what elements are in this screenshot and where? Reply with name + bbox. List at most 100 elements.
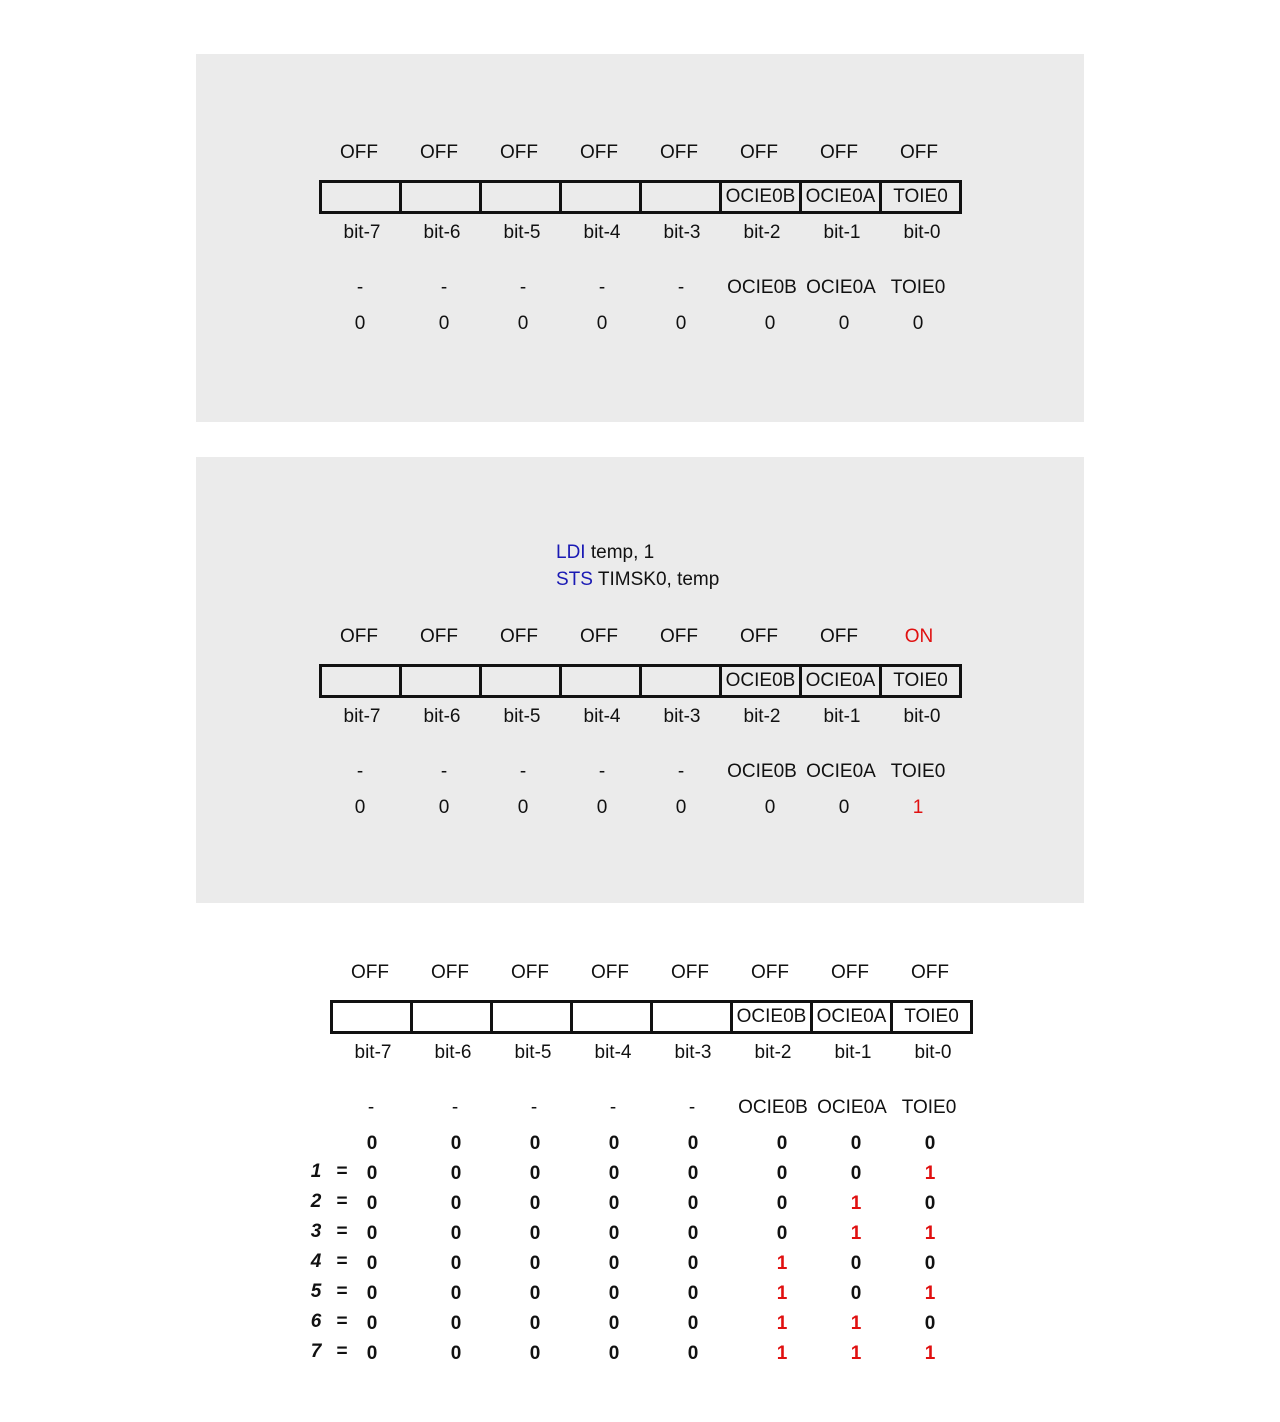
bit-name-label: - xyxy=(677,761,685,782)
bit-index-label: bit-0 xyxy=(914,1042,952,1063)
bit-name-label: - xyxy=(598,277,606,298)
bit-status-label: OFF xyxy=(420,626,458,647)
row-bit-value: 1 xyxy=(776,1253,788,1274)
row-bit-value: 0 xyxy=(450,1343,462,1364)
bit-index-label: bit-5 xyxy=(514,1042,552,1063)
register-box: OCIE0B OCIE0A TOIE0 xyxy=(319,180,962,214)
bit-value: 0 xyxy=(596,313,608,334)
bit-name-label: - xyxy=(367,1097,375,1118)
register-cell xyxy=(562,667,642,695)
row-bit-value: 0 xyxy=(608,1193,620,1214)
register-box: OCIE0B OCIE0A TOIE0 xyxy=(319,664,962,698)
register-cell xyxy=(573,1003,653,1031)
bit-value: 0 xyxy=(850,1133,862,1154)
bit-index-label: bit-7 xyxy=(343,706,381,727)
bit-index-label: bit-5 xyxy=(503,222,541,243)
bit-name-label: - xyxy=(530,1097,538,1118)
bit-status-label: OFF xyxy=(340,142,378,163)
row-bit-value: 0 xyxy=(850,1163,862,1184)
row-bit-value: 1 xyxy=(776,1313,788,1334)
bit-value: 0 xyxy=(764,313,776,334)
bit-status-label: OFF xyxy=(591,962,629,983)
row-bit-value: 0 xyxy=(776,1163,788,1184)
row-bit-value: 0 xyxy=(529,1343,541,1364)
bit-name-label: TOIE0 xyxy=(890,761,946,782)
bit-status-label: ON xyxy=(904,626,934,647)
bit-value: 0 xyxy=(354,313,366,334)
bit-name-label: OCIE0A xyxy=(817,1097,887,1118)
row-bit-value: 0 xyxy=(687,1313,699,1334)
bit-name-label: OCIE0A xyxy=(806,277,876,298)
register-cell xyxy=(642,183,722,211)
register-box: OCIE0B OCIE0A TOIE0 xyxy=(330,1000,973,1034)
row-bit-value: 1 xyxy=(924,1223,936,1244)
register-cell: TOIE0 xyxy=(893,670,948,691)
bit-status-label: OFF xyxy=(500,626,538,647)
bit-value: 0 xyxy=(366,1133,378,1154)
row-equals: = xyxy=(336,1341,348,1362)
bit-value: 0 xyxy=(838,797,850,818)
bit-value: 0 xyxy=(596,797,608,818)
bit-value: 0 xyxy=(438,797,450,818)
row-equals: = xyxy=(336,1191,348,1212)
bit-value: 1 xyxy=(912,797,924,818)
row-number: 1 xyxy=(310,1161,322,1182)
row-bit-value: 0 xyxy=(529,1163,541,1184)
bit-index-label: bit-4 xyxy=(583,222,621,243)
bit-index-label: bit-5 xyxy=(503,706,541,727)
row-number: 7 xyxy=(310,1341,322,1362)
bit-name-label: TOIE0 xyxy=(890,277,946,298)
row-bit-value: 0 xyxy=(450,1283,462,1304)
bit-index-label: bit-0 xyxy=(903,706,941,727)
bit-value: 0 xyxy=(764,797,776,818)
row-bit-value: 1 xyxy=(850,1313,862,1334)
bit-status-label: OFF xyxy=(911,962,949,983)
bit-index-label: bit-0 xyxy=(903,222,941,243)
bit-name-label: OCIE0B xyxy=(727,277,797,298)
bit-name-label: OCIE0B xyxy=(738,1097,808,1118)
register-cell xyxy=(482,183,562,211)
row-bit-value: 1 xyxy=(924,1283,936,1304)
register-cell xyxy=(333,1003,413,1031)
bit-index-label: bit-3 xyxy=(663,222,701,243)
bit-name-label: - xyxy=(356,277,364,298)
bit-name-label: TOIE0 xyxy=(901,1097,957,1118)
bit-status-label: OFF xyxy=(340,626,378,647)
bit-index-label: bit-2 xyxy=(754,1042,792,1063)
bit-name-label: - xyxy=(677,277,685,298)
bit-status-label: OFF xyxy=(420,142,458,163)
row-bit-value: 0 xyxy=(366,1283,378,1304)
code-line: STS TIMSK0, temp xyxy=(556,566,719,593)
bit-index-label: bit-4 xyxy=(594,1042,632,1063)
row-equals: = xyxy=(336,1161,348,1182)
code-keyword: LDI xyxy=(556,542,586,563)
row-bit-value: 1 xyxy=(850,1343,862,1364)
row-bit-value: 0 xyxy=(450,1193,462,1214)
row-number: 5 xyxy=(310,1281,322,1302)
row-bit-value: 0 xyxy=(529,1253,541,1274)
row-bit-value: 0 xyxy=(366,1313,378,1334)
bit-status-label: OFF xyxy=(351,962,389,983)
bit-value: 0 xyxy=(354,797,366,818)
code-line: LDI temp, 1 xyxy=(556,539,654,566)
bit-index-label: bit-6 xyxy=(423,222,461,243)
bit-status-label: OFF xyxy=(580,626,618,647)
bit-status-label: OFF xyxy=(580,142,618,163)
bit-index-label: bit-6 xyxy=(434,1042,472,1063)
bit-index-label: bit-3 xyxy=(663,706,701,727)
bit-name-label: - xyxy=(688,1097,696,1118)
bit-status-label: OFF xyxy=(500,142,538,163)
row-number: 4 xyxy=(310,1251,322,1272)
bit-status-label: OFF xyxy=(740,626,778,647)
row-bit-value: 0 xyxy=(687,1343,699,1364)
code-operands: temp, 1 xyxy=(585,542,655,563)
row-equals: = xyxy=(336,1251,348,1272)
register-cell xyxy=(642,667,722,695)
row-bit-value: 0 xyxy=(366,1223,378,1244)
bit-index-label: bit-2 xyxy=(743,706,781,727)
bit-value: 0 xyxy=(438,313,450,334)
bit-name-label: - xyxy=(451,1097,459,1118)
bit-value: 0 xyxy=(687,1133,699,1154)
row-bit-value: 0 xyxy=(608,1253,620,1274)
row-bit-value: 0 xyxy=(687,1193,699,1214)
